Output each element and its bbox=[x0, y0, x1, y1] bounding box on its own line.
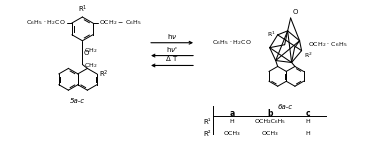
Text: h$\nu$: h$\nu$ bbox=[167, 32, 177, 41]
Text: R$^2$: R$^2$ bbox=[99, 68, 109, 80]
Text: CH$_2$: CH$_2$ bbox=[84, 46, 97, 55]
Text: 6a-c: 6a-c bbox=[277, 104, 292, 110]
Text: OCH$_2$ $-$ C$_6$H$_5$: OCH$_2$ $-$ C$_6$H$_5$ bbox=[99, 19, 141, 27]
Text: H: H bbox=[305, 119, 310, 124]
Text: R$^1$: R$^1$ bbox=[78, 4, 87, 15]
Text: OCH$_2$ $\cdot$ C$_6$H$_5$: OCH$_2$ $\cdot$ C$_6$H$_5$ bbox=[308, 40, 347, 49]
Text: OCH₃: OCH₃ bbox=[261, 131, 278, 136]
Text: H: H bbox=[305, 131, 310, 136]
Text: c: c bbox=[305, 109, 310, 118]
Text: b: b bbox=[267, 109, 273, 118]
Text: a: a bbox=[229, 109, 234, 118]
Text: R$^1$: R$^1$ bbox=[267, 30, 276, 40]
Text: H: H bbox=[230, 119, 234, 124]
Text: R¹: R¹ bbox=[204, 119, 211, 125]
Text: R$^2$: R$^2$ bbox=[303, 51, 312, 60]
Text: OCH₃: OCH₃ bbox=[224, 131, 240, 136]
Text: $\Delta$ T: $\Delta$ T bbox=[166, 54, 179, 63]
Text: OCH₂C₆H₅: OCH₂C₆H₅ bbox=[254, 119, 285, 124]
Text: O: O bbox=[84, 50, 89, 56]
Text: 5a-c: 5a-c bbox=[70, 98, 86, 104]
Text: CH$_2$: CH$_2$ bbox=[84, 62, 97, 70]
Text: O: O bbox=[293, 9, 298, 15]
Text: C$_6$H$_5$ $\cdot$ H$_2$CO: C$_6$H$_5$ $\cdot$ H$_2$CO bbox=[212, 38, 252, 47]
Text: h$\nu$': h$\nu$' bbox=[166, 45, 178, 54]
Text: C$_6$H$_5$ $\cdot$ H$_2$CO: C$_6$H$_5$ $\cdot$ H$_2$CO bbox=[26, 19, 66, 27]
Text: R²: R² bbox=[203, 131, 211, 137]
